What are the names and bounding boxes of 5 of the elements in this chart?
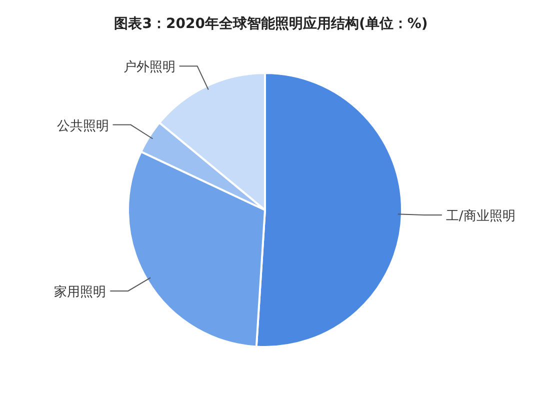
slice-label: 家用照明 xyxy=(54,284,106,300)
slice-label: 户外照明 xyxy=(123,60,176,76)
slice-label: 工/商业照明 xyxy=(446,208,516,224)
slice-label: 公共照明 xyxy=(56,118,109,134)
chart-title: 图表3：2020年全球智能照明应用结构(单位：%) xyxy=(114,15,428,32)
